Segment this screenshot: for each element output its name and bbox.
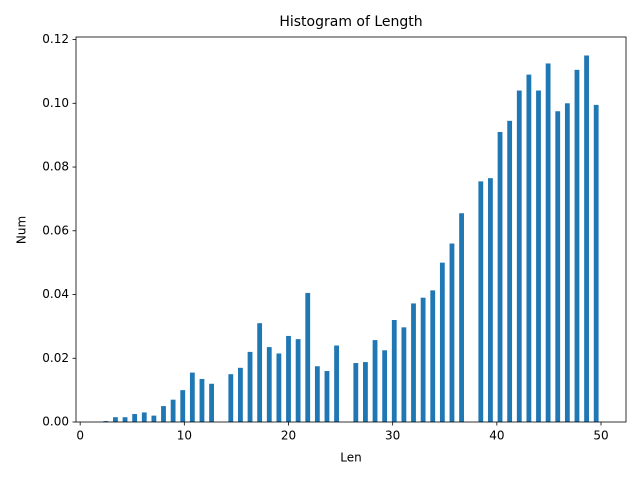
bar <box>305 292 311 422</box>
y-tick-label: 0.10 <box>42 96 69 110</box>
bar <box>276 353 282 422</box>
x-axis-label: Len <box>340 451 361 465</box>
bar <box>228 374 234 422</box>
bar <box>247 351 253 422</box>
bar <box>353 363 359 422</box>
bar <box>420 297 426 422</box>
bar <box>439 262 445 422</box>
bar <box>103 421 109 422</box>
bar <box>132 414 138 422</box>
bar <box>238 367 243 422</box>
x-tick-label: 50 <box>593 429 608 443</box>
bar <box>488 178 493 422</box>
bar <box>593 104 599 422</box>
chart-title: Histogram of Length <box>279 14 422 30</box>
y-axis-label: Num <box>15 216 29 244</box>
x-tick-label: 30 <box>385 429 400 443</box>
bar <box>382 350 388 422</box>
bar <box>391 320 397 422</box>
y-tick-label: 0.04 <box>42 287 69 301</box>
bar <box>459 213 464 422</box>
bar <box>526 74 532 423</box>
bar <box>314 366 320 422</box>
bar <box>257 323 263 422</box>
bar <box>536 90 541 423</box>
bar <box>430 290 436 422</box>
bar <box>372 340 378 422</box>
x-tick-label: 10 <box>177 429 192 443</box>
bar <box>478 181 484 422</box>
bar <box>180 390 186 422</box>
bar <box>334 345 339 422</box>
y-tick-label: 0.02 <box>42 351 69 365</box>
bar <box>584 55 589 422</box>
bar <box>113 417 118 422</box>
bar <box>122 417 128 422</box>
bar <box>411 303 416 422</box>
y-tick-label: 0.06 <box>42 223 69 237</box>
bar <box>363 362 368 422</box>
bar <box>516 90 522 423</box>
bar <box>555 111 561 423</box>
bar <box>286 335 291 422</box>
x-tick-label: 0 <box>76 429 84 443</box>
bar <box>209 383 214 422</box>
y-tick-label: 0.00 <box>42 415 69 429</box>
bar <box>199 378 205 422</box>
y-tick-label: 0.08 <box>42 160 69 174</box>
bar <box>295 339 301 422</box>
bar <box>141 412 147 422</box>
bar <box>564 103 570 423</box>
bar <box>545 63 551 422</box>
bar <box>151 415 157 422</box>
y-tick-label: 0.12 <box>42 32 69 46</box>
bar <box>507 120 513 422</box>
bar <box>189 372 195 422</box>
bar <box>161 406 166 422</box>
bar <box>266 347 272 422</box>
bar <box>324 371 330 422</box>
bar <box>497 131 503 422</box>
plot-frame <box>75 36 627 423</box>
bar <box>170 399 176 422</box>
x-tick-label: 40 <box>489 429 504 443</box>
bar <box>401 327 407 422</box>
bar <box>574 69 580 422</box>
bar <box>449 243 455 422</box>
x-tick-label: 20 <box>281 429 296 443</box>
